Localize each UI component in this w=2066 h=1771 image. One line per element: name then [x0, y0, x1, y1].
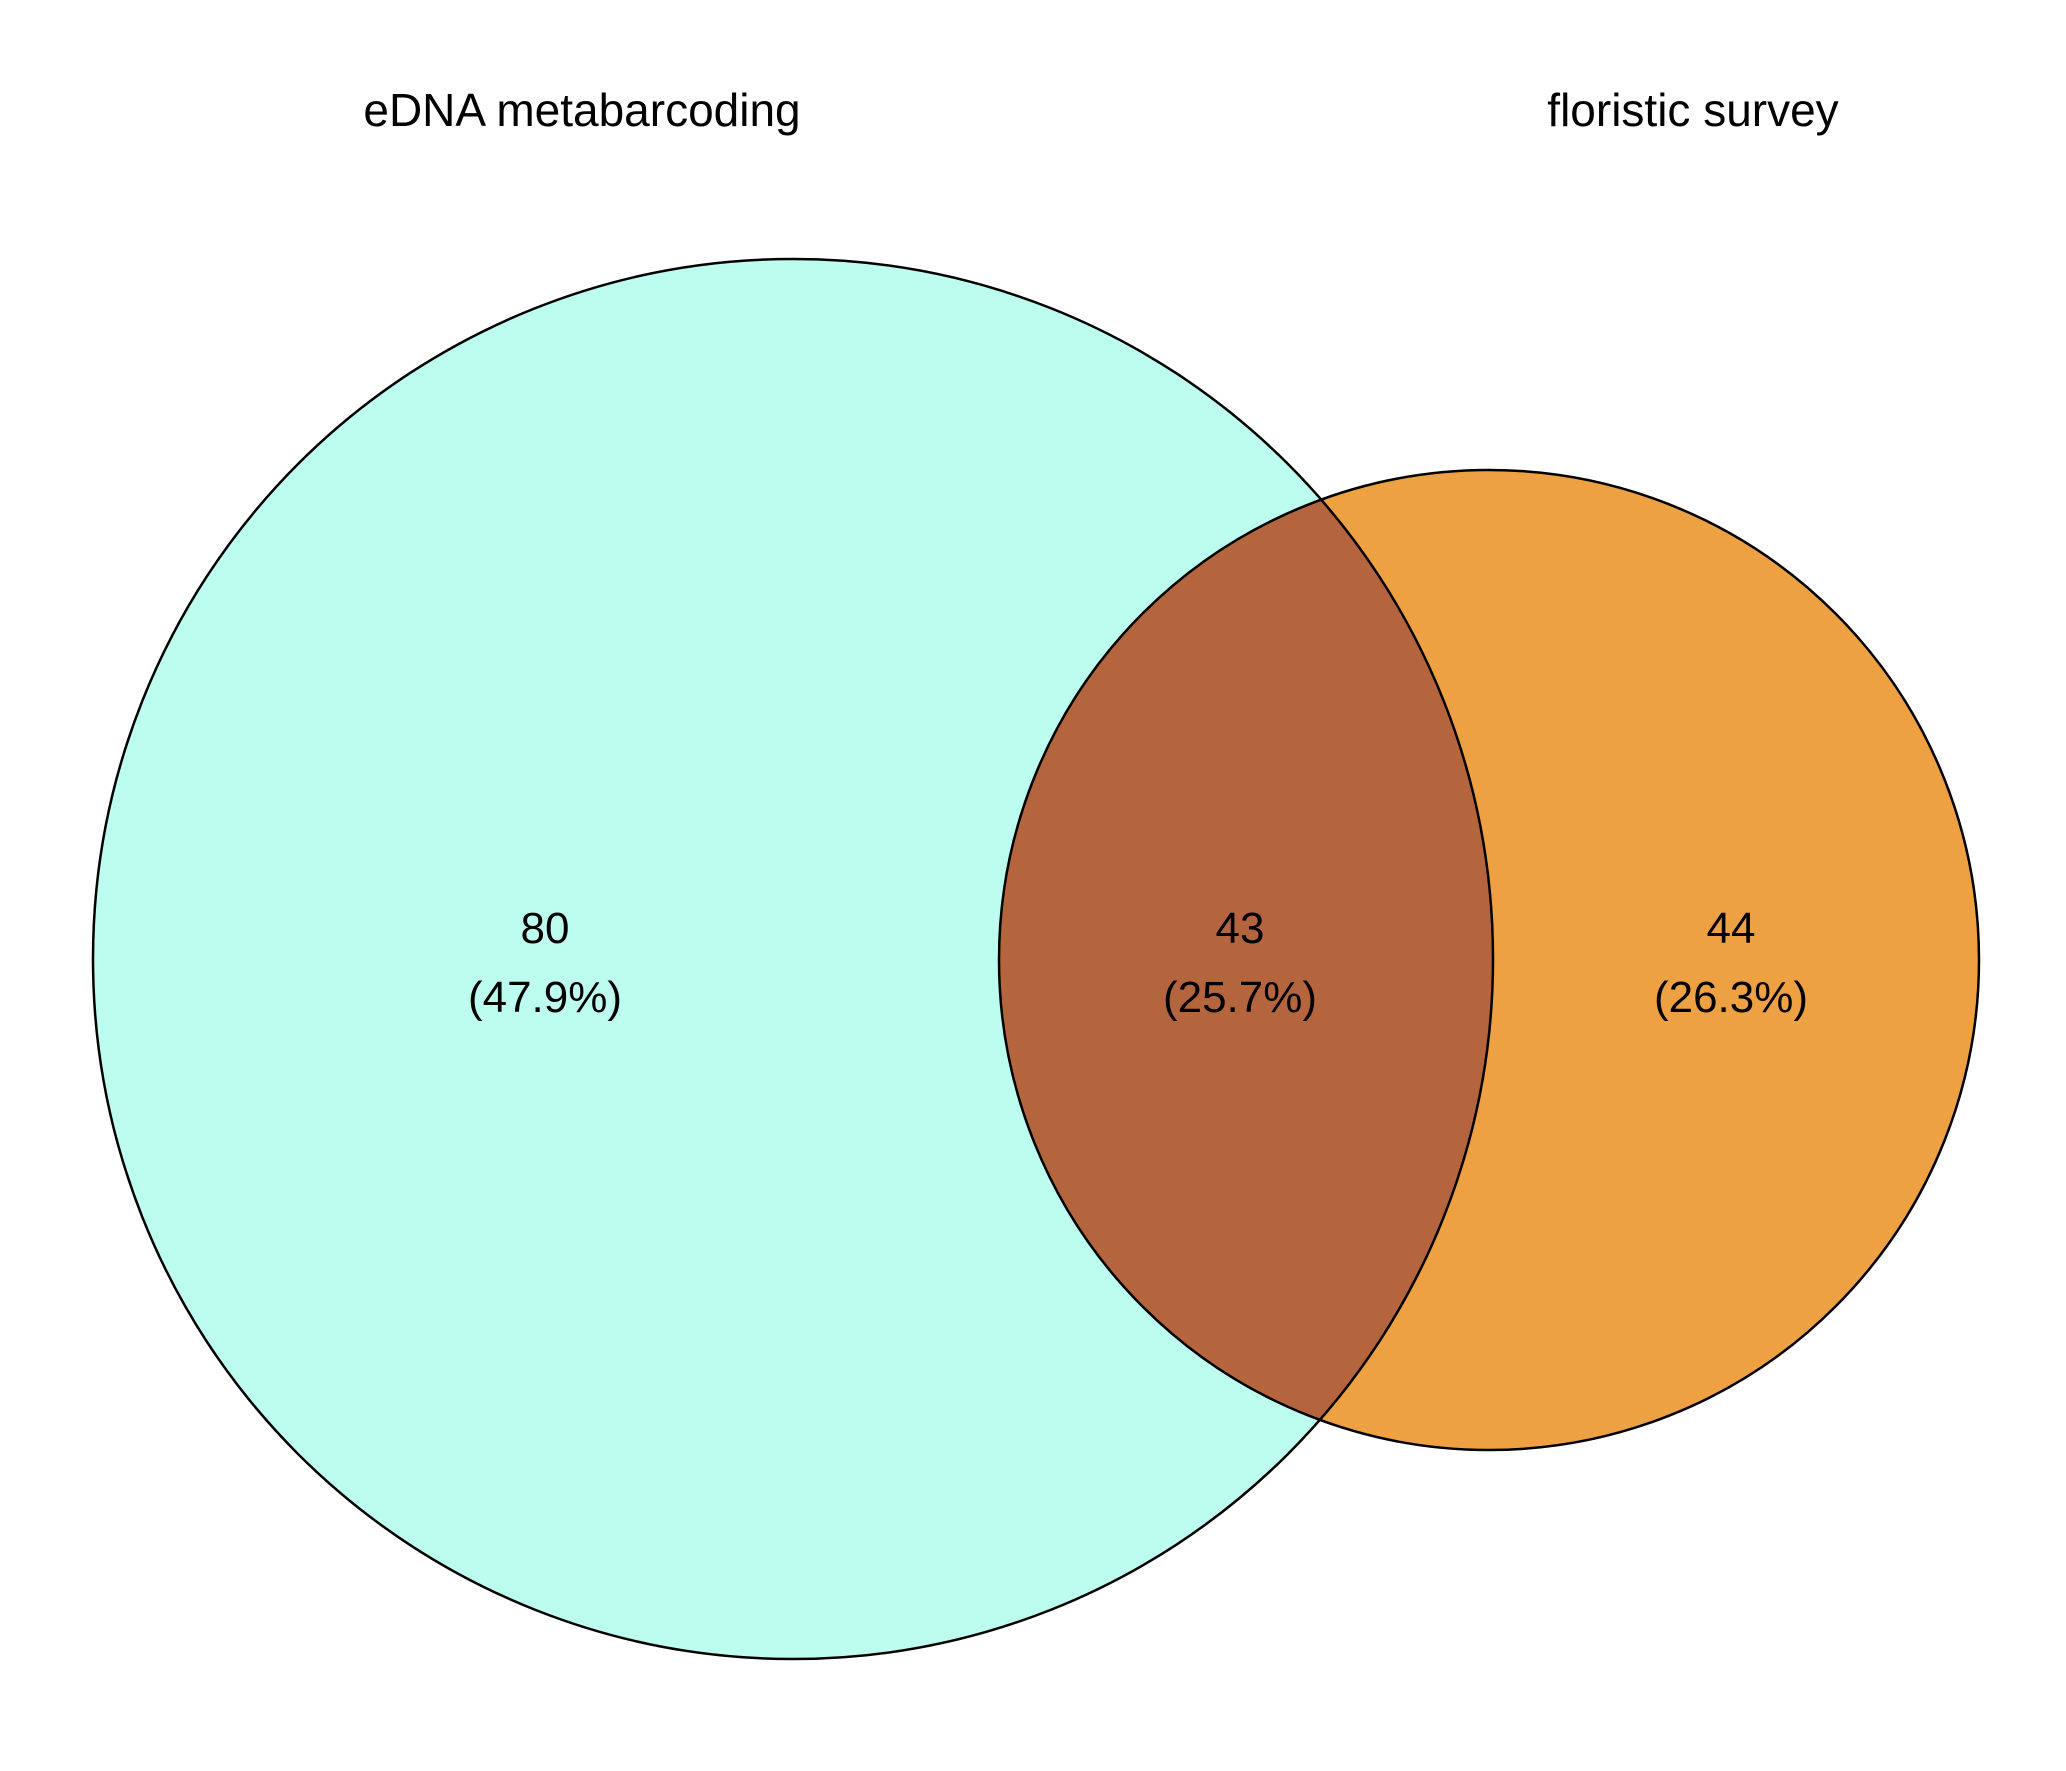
edna-set-circle: [93, 259, 1493, 1659]
floristic-set-outline: [997, 468, 1981, 1452]
left-only-percent: (47.9%): [468, 973, 622, 1022]
intersection-count: 43: [1216, 904, 1265, 953]
edna-set-label: eDNA metabarcoding: [363, 84, 800, 136]
right-only-percent: (26.3%): [1654, 973, 1808, 1022]
floristic-set-label: floristic survey: [1547, 84, 1838, 136]
left-only-count: 80: [521, 904, 570, 953]
intersection-percent: (25.7%): [1163, 973, 1317, 1022]
edna-set-outline: [91, 257, 1495, 1661]
right-only-count: 44: [1707, 904, 1756, 953]
